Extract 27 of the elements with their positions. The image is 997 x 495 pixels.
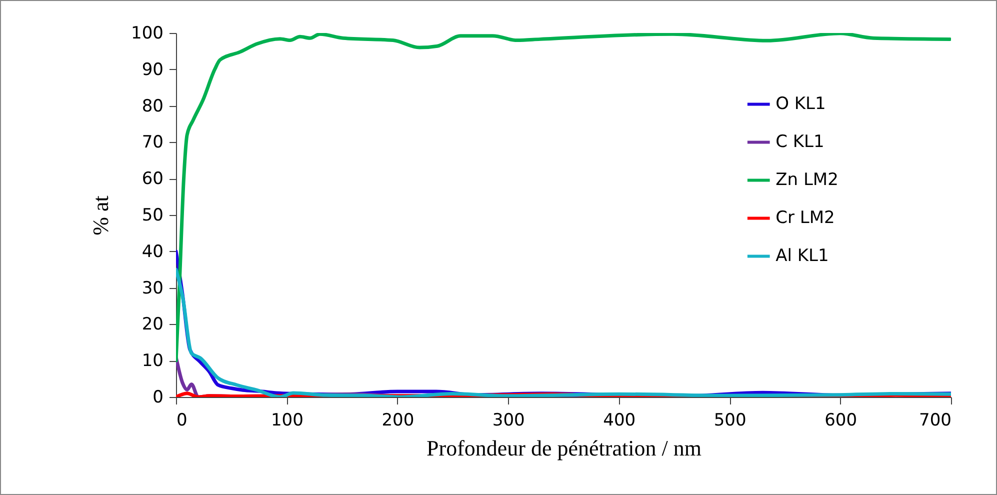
legend-label: Al KL1 [776, 246, 829, 266]
y-tick-label: 50 [142, 206, 164, 226]
x-tick-label: 600 [824, 410, 858, 430]
x-tick-label: 400 [603, 410, 636, 430]
line-series [176, 33, 951, 362]
x-tick-label: 200 [382, 410, 414, 430]
y-tick-label: 40 [142, 242, 164, 262]
legend-label: Cr LM2 [776, 208, 835, 228]
y-tick-label: 70 [142, 132, 164, 153]
legend-label: O KL1 [776, 94, 826, 114]
y-axis-title: % at [88, 196, 114, 236]
y-tick-label: 80 [142, 96, 164, 116]
legend-label: C KL1 [776, 132, 824, 152]
x-tick-label: 700 [919, 410, 952, 430]
y-tick-label: 60 [142, 169, 164, 190]
x-tick-label: 300 [492, 410, 525, 430]
y-tick-label: 90 [142, 60, 164, 80]
legend-label: Zn LM2 [776, 170, 838, 190]
x-tick-label: 500 [714, 410, 746, 430]
y-tick-label: 0 [152, 388, 164, 408]
x-tick-label: 100 [270, 410, 304, 430]
x-axis-title: Profondeur de pénétration / nm [426, 436, 702, 460]
y-tick-label: 10 [142, 351, 164, 372]
y-tick-label: 100 [131, 24, 164, 44]
y-tick-label: 20 [142, 314, 164, 335]
x-tick-label: 0 [176, 410, 188, 430]
y-tick-label: 30 [142, 278, 164, 298]
